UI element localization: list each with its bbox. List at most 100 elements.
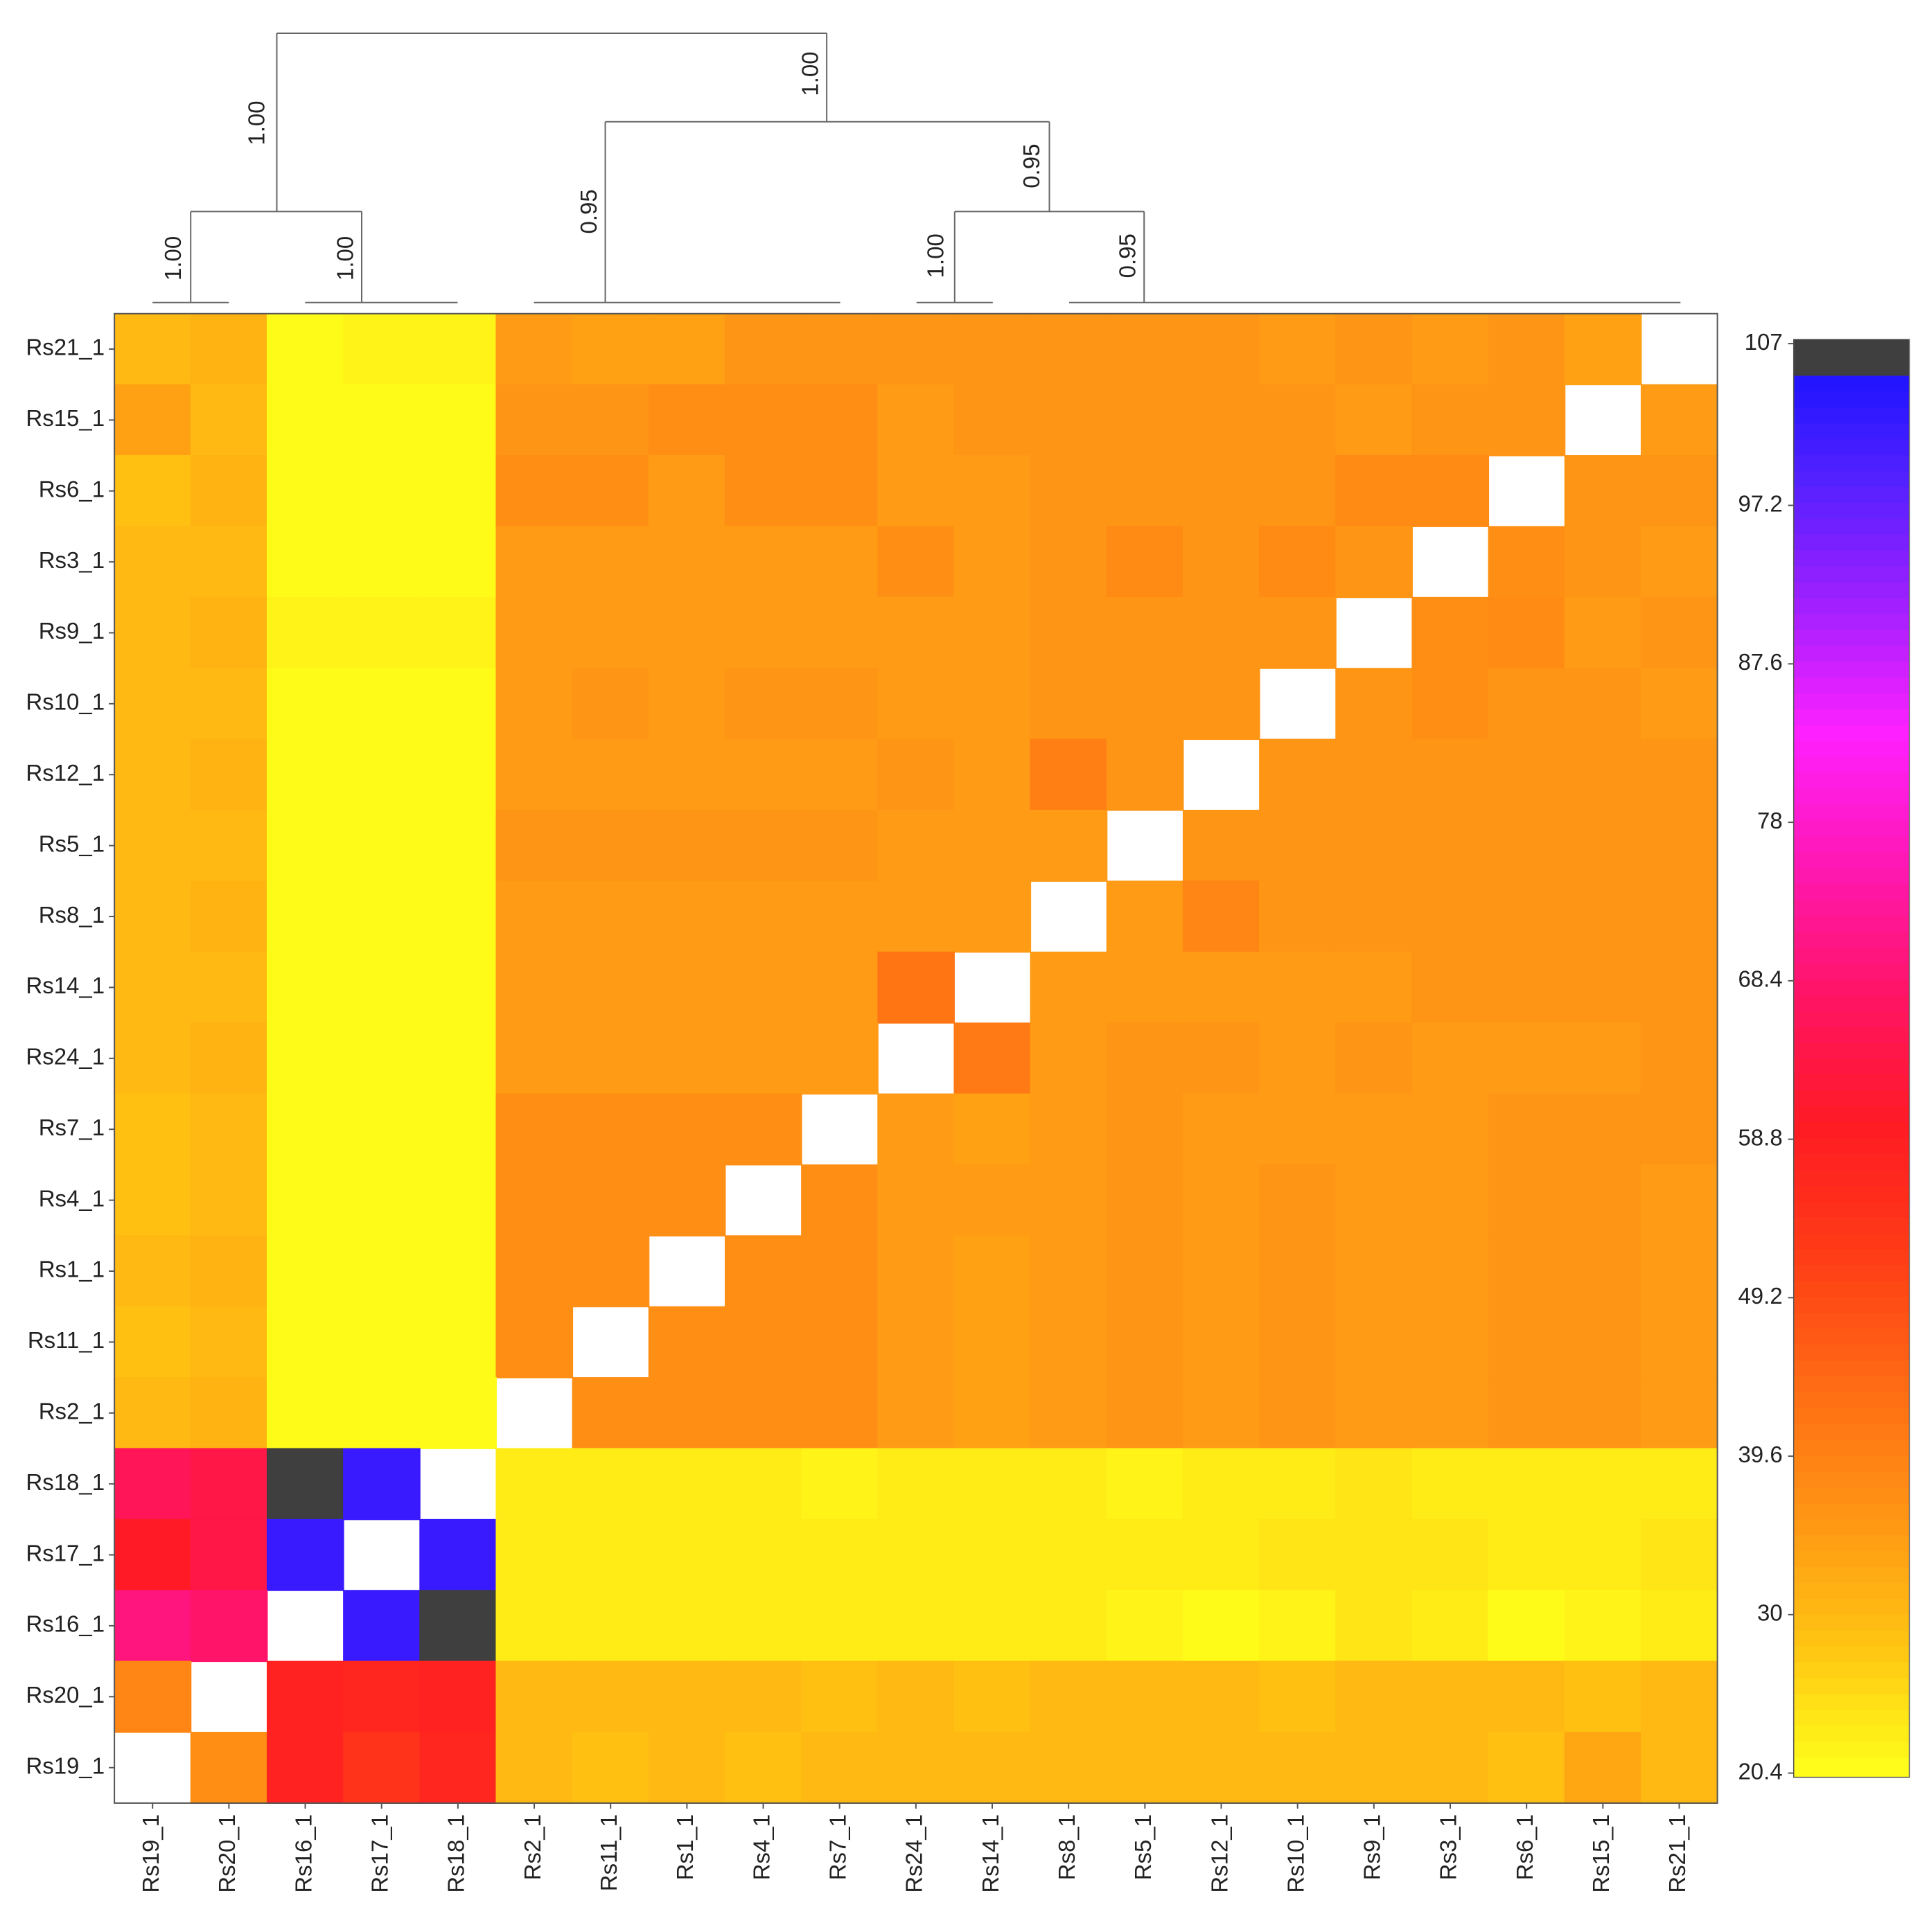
colorbar-band bbox=[1793, 1169, 1910, 1186]
heatmap-cell bbox=[1488, 738, 1566, 811]
heatmap-cell bbox=[953, 738, 1032, 811]
heatmap-cell bbox=[877, 1164, 955, 1237]
heatmap-cell bbox=[1564, 951, 1642, 1024]
heatmap-cell bbox=[419, 1590, 497, 1663]
heatmap-cell bbox=[1259, 1518, 1337, 1591]
heatmap-cell bbox=[1640, 1660, 1718, 1733]
heatmap-cell bbox=[266, 1022, 344, 1095]
colorbar-tick-label: 87.6 bbox=[1738, 649, 1782, 675]
heatmap-cell bbox=[266, 1235, 344, 1308]
heatmap-cell bbox=[495, 1022, 574, 1095]
heatmap-cell bbox=[1640, 809, 1718, 882]
heatmap-cell bbox=[419, 1164, 497, 1237]
heatmap-cell bbox=[572, 1518, 650, 1591]
heatmap-cell bbox=[1259, 738, 1337, 811]
colorbar-band bbox=[1793, 1376, 1910, 1392]
colorbar-band bbox=[1793, 915, 1910, 932]
row-label: Rs21_1 bbox=[26, 335, 105, 360]
colorbar-band bbox=[1793, 1503, 1910, 1520]
heatmap-cell bbox=[1182, 313, 1260, 386]
row-label: Rs4_1 bbox=[39, 1185, 105, 1211]
heatmap-cell bbox=[343, 809, 421, 882]
heatmap-cell bbox=[1564, 668, 1642, 741]
heatmap-cell bbox=[1259, 1660, 1337, 1733]
colorbar-band bbox=[1793, 851, 1910, 869]
heatmap-cell bbox=[1106, 1448, 1184, 1521]
colorbar-band bbox=[1793, 819, 1910, 837]
heatmap-cell bbox=[1030, 596, 1108, 669]
heatmap-cell bbox=[1259, 880, 1337, 953]
heatmap-cell bbox=[1335, 951, 1413, 1024]
heatmap-cell bbox=[877, 384, 955, 457]
heatmap-cell bbox=[1488, 1022, 1566, 1095]
colorbar-band bbox=[1793, 1614, 1910, 1631]
heatmap-cell bbox=[1640, 526, 1718, 599]
heatmap-cell bbox=[801, 384, 879, 457]
heatmap-cell bbox=[801, 1306, 879, 1379]
heatmap-cell bbox=[648, 596, 726, 669]
colorbar-band bbox=[1793, 963, 1910, 980]
heatmap-cell bbox=[1030, 1235, 1108, 1308]
colorbar-band bbox=[1793, 1646, 1910, 1663]
heatmap-cell bbox=[1564, 809, 1642, 882]
heatmap-cell bbox=[572, 738, 650, 811]
row-label: Rs10_1 bbox=[26, 689, 105, 715]
heatmap-cell bbox=[190, 1235, 268, 1308]
heatmap-cell bbox=[266, 1306, 344, 1379]
heatmap-cell bbox=[1182, 1660, 1260, 1733]
heatmap-cell bbox=[1411, 738, 1490, 811]
heatmap-cell bbox=[801, 738, 879, 811]
heatmap-cell bbox=[1182, 668, 1260, 741]
heatmap-cell bbox=[801, 455, 879, 527]
heatmap-cell bbox=[801, 809, 879, 882]
heatmap-cell bbox=[1335, 1660, 1413, 1733]
heatmap-cell bbox=[495, 1660, 574, 1733]
colorbar-band bbox=[1793, 1408, 1910, 1424]
heatmap-cell bbox=[343, 526, 421, 599]
colorbar-band bbox=[1793, 1312, 1910, 1329]
heatmap-cell bbox=[1106, 526, 1184, 599]
row-label: Rs6_1 bbox=[39, 476, 105, 502]
row-label: Rs15_1 bbox=[26, 405, 105, 431]
heatmap-cell bbox=[1182, 596, 1260, 669]
heatmap-cell bbox=[1259, 1164, 1337, 1237]
heatmap-cell bbox=[343, 1377, 421, 1449]
heatmap-cell bbox=[1488, 809, 1566, 882]
heatmap-cell bbox=[114, 951, 192, 1024]
heatmap-cell bbox=[190, 1306, 268, 1379]
colorbar-band bbox=[1793, 883, 1910, 901]
heatmap-cell bbox=[648, 455, 726, 527]
heatmap-cell bbox=[343, 596, 421, 669]
column-label: Rs6_1 bbox=[1512, 1814, 1538, 1880]
colorbar-band bbox=[1793, 486, 1910, 503]
heatmap-cell bbox=[1411, 1518, 1490, 1591]
heatmap-cell bbox=[1106, 384, 1184, 457]
heatmap-cell bbox=[724, 313, 802, 386]
heatmap-cell bbox=[1182, 809, 1260, 882]
column-label: Rs16_1 bbox=[290, 1814, 316, 1893]
heatmap-cell bbox=[1640, 455, 1718, 527]
column-label: Rs7_1 bbox=[825, 1814, 850, 1880]
heatmap-cell bbox=[343, 384, 421, 457]
support-label: 1.00 bbox=[332, 236, 358, 281]
colorbar-band bbox=[1793, 1598, 1910, 1615]
heatmap-cell bbox=[1564, 1518, 1642, 1591]
heatmap-cell bbox=[1106, 1590, 1184, 1663]
heatmap-cell bbox=[648, 668, 726, 741]
heatmap-cell bbox=[419, 668, 497, 741]
heatmap-cell bbox=[343, 1306, 421, 1379]
heatmap-cell bbox=[801, 1518, 879, 1591]
heatmap-cell bbox=[1411, 1660, 1490, 1733]
heatmap-cell bbox=[114, 1022, 192, 1095]
heatmap-cell bbox=[801, 1590, 879, 1663]
column-label: Rs8_1 bbox=[1054, 1814, 1080, 1880]
heatmap-cell bbox=[572, 1660, 650, 1733]
support-label: 0.95 bbox=[576, 189, 601, 233]
colorbar-band bbox=[1793, 1011, 1910, 1027]
colorbar-band bbox=[1793, 407, 1910, 424]
heatmap-cell bbox=[1182, 1164, 1260, 1237]
heatmap-cell bbox=[1335, 1448, 1413, 1521]
heatmap-cell bbox=[419, 1235, 497, 1308]
heatmap-cell bbox=[1564, 1732, 1642, 1804]
heatmap-cell bbox=[1564, 1306, 1642, 1379]
